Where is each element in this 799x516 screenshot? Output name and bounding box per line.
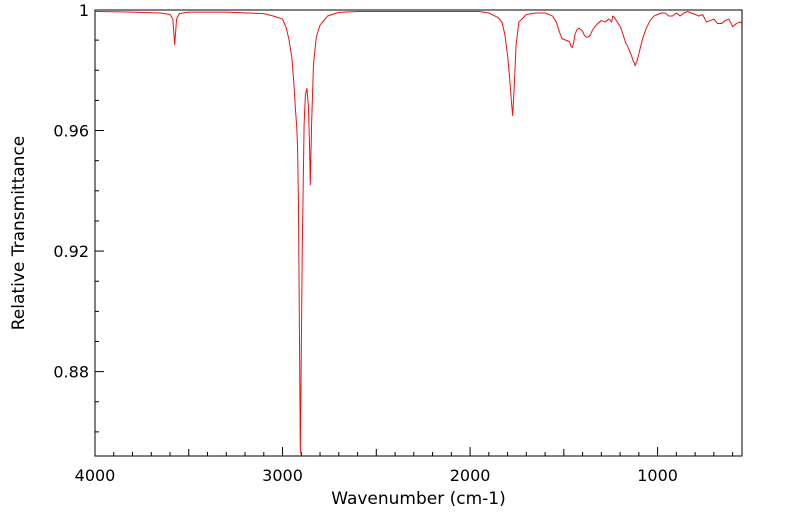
y-tick-label: 1 bbox=[79, 1, 89, 20]
y-axis-label: Relative Transmittance bbox=[9, 136, 29, 331]
y-tick-label: 0.92 bbox=[53, 242, 89, 261]
series-line bbox=[94, 11, 743, 454]
x-axis-ticks: 4000 3000 2000 1000 bbox=[75, 447, 678, 485]
y-tick-label: 0.96 bbox=[53, 122, 89, 141]
y-tick-label: 0.88 bbox=[53, 363, 89, 382]
y-minor-ticks bbox=[95, 39, 99, 433]
y-axis-ticks: 1 0.96 0.92 0.88 bbox=[53, 1, 104, 382]
x-tick-label: 3000 bbox=[262, 466, 303, 485]
plot-area-frame bbox=[94, 9, 743, 457]
x-minor-ticks bbox=[113, 449, 734, 456]
x-axis-label: Wavenumber (cm-1) bbox=[331, 489, 506, 509]
x-tick-label: 1000 bbox=[637, 466, 678, 485]
x-tick-label: 2000 bbox=[450, 466, 491, 485]
x-tick-label: 4000 bbox=[75, 466, 116, 485]
